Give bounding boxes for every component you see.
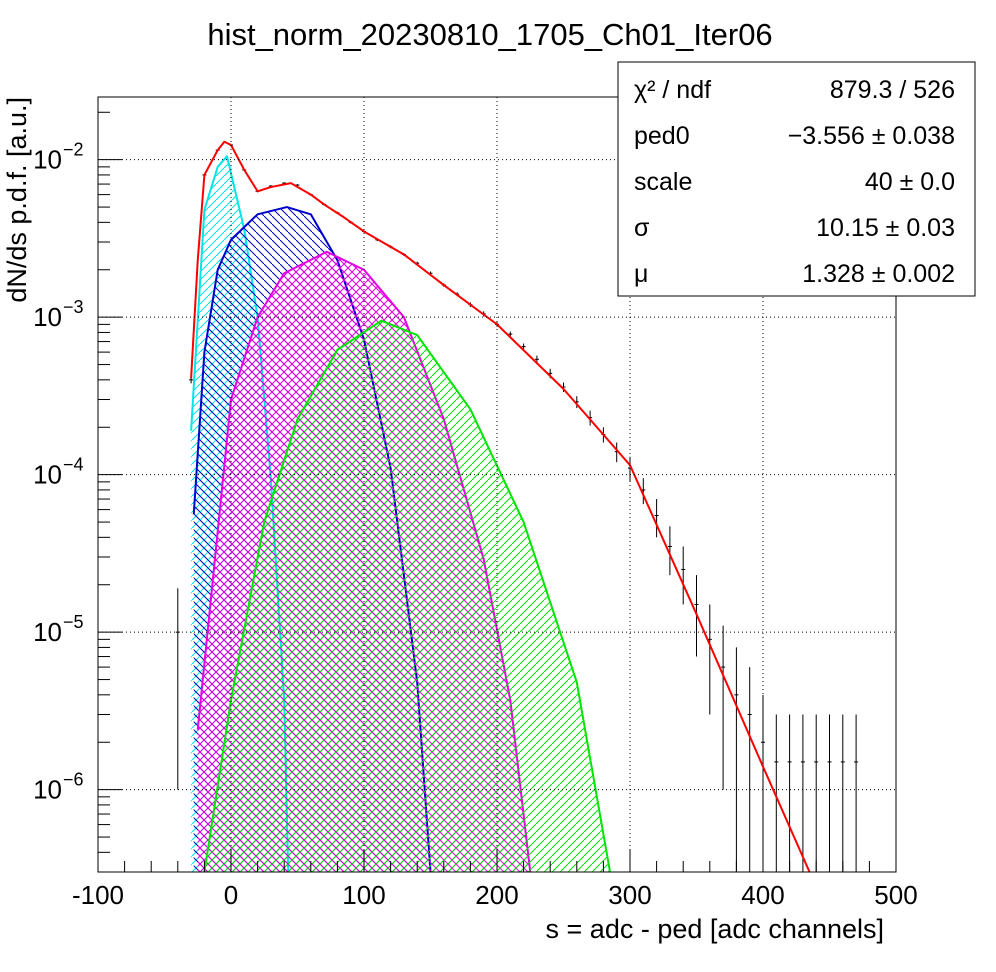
x-tick-label: 100: [342, 880, 385, 910]
y-tick-exponent: −6: [63, 770, 84, 790]
stats-value: 879.3 / 526: [830, 76, 955, 104]
x-tick-label: 300: [608, 880, 651, 910]
x-axis-title: s = adc - ped [adc channels]: [546, 914, 884, 944]
stats-label: ped0: [634, 122, 690, 150]
y-tick-label: 10: [33, 775, 62, 805]
x-tick-label: -100: [72, 880, 124, 910]
x-tick-label: 400: [741, 880, 784, 910]
y-tick-exponent: −2: [63, 140, 84, 160]
fit-curve: [190, 140, 811, 872]
x-tick-label: 200: [475, 880, 518, 910]
y-tick-exponent: −5: [63, 612, 84, 632]
stats-box: χ² / ndf 879.3 / 526 ped0 −3.556 ± 0.038 sca…: [617, 61, 976, 297]
stats-label: μ: [634, 260, 648, 288]
area-hatch: [204, 320, 611, 872]
stats-frame: [617, 61, 976, 297]
y-tick-label: 10: [33, 617, 62, 647]
stats-value: 1.328 ± 0.002: [802, 260, 955, 288]
stats-label: σ: [634, 214, 650, 242]
y-tick-label: 10: [33, 460, 62, 490]
plot-frame: [97, 96, 897, 873]
y-tick-label: 10: [33, 145, 62, 175]
stats-label: scale: [634, 168, 692, 196]
x-tick-label: 0: [224, 880, 238, 910]
y-tick-exponent: −3: [63, 297, 84, 317]
component-curve: [203, 319, 612, 872]
chart-title: hist_norm_20230810_1705_Ch01_Iter06: [207, 17, 772, 52]
stats-value: −3.556 ± 0.038: [788, 122, 955, 150]
x-tick-label: 500: [874, 880, 917, 910]
stats-label: χ² / ndf: [634, 76, 711, 104]
stats-value: 40 ± 0.0: [865, 168, 955, 196]
y-tick-exponent: −4: [63, 455, 84, 475]
y-axis-title: dN/ds p.d.f. [a.u.]: [2, 97, 32, 303]
stats-value: 10.15 ± 0.03: [816, 214, 955, 242]
y-tick-label: 10: [33, 302, 62, 332]
